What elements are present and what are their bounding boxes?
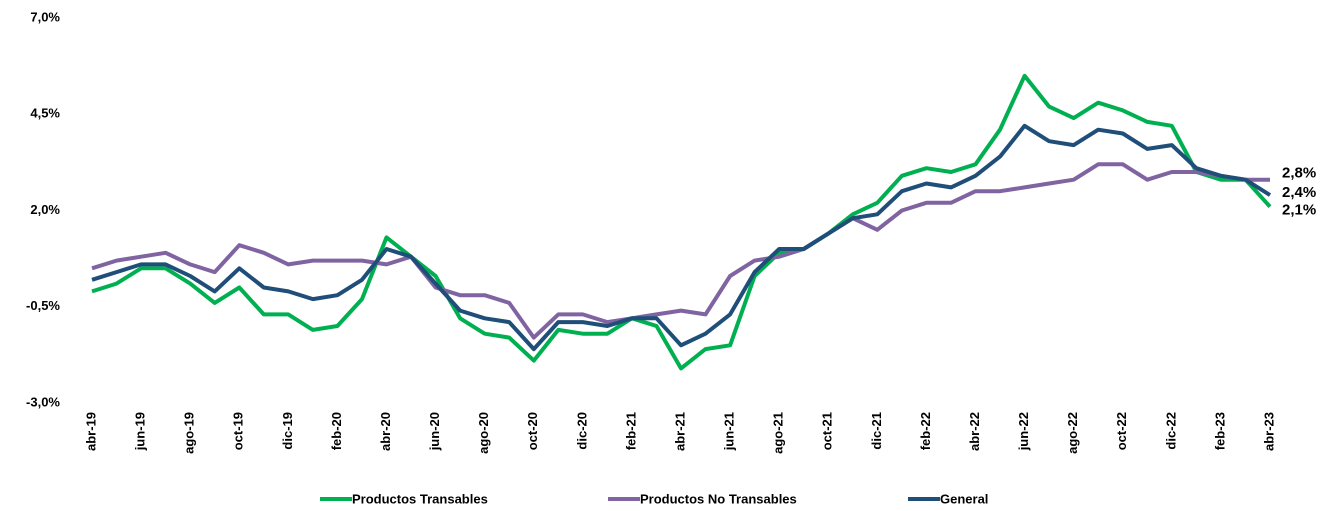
x-tick-label: oct-20 <box>525 412 540 450</box>
y-tick-label: -3,0% <box>26 394 60 409</box>
y-tick-label: 7,0% <box>30 9 60 24</box>
data-label: 2,1% <box>1282 202 1316 219</box>
x-tick-label: oct-22 <box>1114 412 1129 450</box>
x-tick-label: dic-20 <box>574 412 589 450</box>
legend-label: Productos Transables <box>352 491 488 506</box>
x-tick-label: abr-19 <box>83 412 98 451</box>
data-label: 2,8% <box>1282 165 1316 182</box>
x-tick-label: abr-21 <box>672 412 687 451</box>
x-tick-label: abr-20 <box>378 412 393 451</box>
x-tick-label: abr-22 <box>967 412 982 451</box>
x-tick-label: jun-20 <box>427 412 442 451</box>
y-tick-label: 2,0% <box>30 202 60 217</box>
x-tick-label: abr-23 <box>1261 412 1276 451</box>
x-tick-label: ago-19 <box>182 412 197 454</box>
series-line <box>91 73 1272 371</box>
x-tick-label: ago-21 <box>771 412 786 454</box>
x-tick-label: ago-22 <box>1065 412 1080 454</box>
x-tick-label: jun-21 <box>722 412 737 451</box>
x-tick-label: oct-21 <box>820 412 835 450</box>
x-tick-label: dic-19 <box>280 412 295 450</box>
series-line <box>91 123 1272 352</box>
x-tick-label: oct-19 <box>231 412 246 450</box>
x-tick-label: dic-21 <box>869 412 884 450</box>
y-tick-label: -0,5% <box>26 298 60 313</box>
x-tick-label: jun-22 <box>1016 412 1031 451</box>
x-tick-label: feb-21 <box>623 412 638 450</box>
y-tick-label: 4,5% <box>30 106 60 121</box>
legend-label: Productos No Transables <box>640 491 797 506</box>
x-tick-label: feb-22 <box>918 412 933 450</box>
data-label: 2,4% <box>1282 184 1316 201</box>
x-tick-label: dic-22 <box>1163 412 1178 450</box>
x-tick-label: feb-20 <box>329 412 344 450</box>
series-line <box>91 162 1270 340</box>
legend-label: General <box>940 491 988 506</box>
x-tick-label: ago-20 <box>476 412 491 454</box>
x-tick-label: feb-23 <box>1212 412 1227 450</box>
x-tick-label: jun-19 <box>133 412 148 451</box>
